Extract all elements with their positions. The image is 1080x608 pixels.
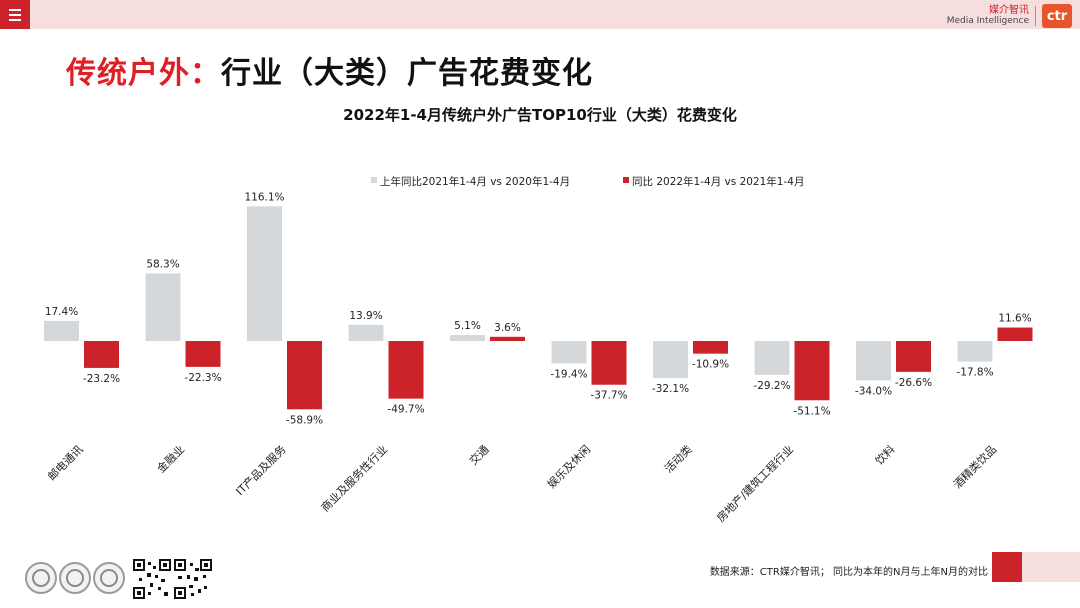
qr-code-icon <box>174 559 212 599</box>
data-label-prev-9: -17.8% <box>956 367 993 379</box>
bar-prev-8 <box>856 341 891 381</box>
menu-button[interactable] <box>0 0 30 29</box>
bar-prev-5 <box>551 341 587 364</box>
logo-cn: 媒介智讯 <box>989 5 1029 16</box>
bar-prev-0 <box>44 320 79 341</box>
header-band <box>0 0 1080 29</box>
legend-swatch-prev <box>371 177 377 183</box>
bar-curr-2 <box>287 341 322 410</box>
bar-curr-7 <box>794 341 830 401</box>
data-label-curr-5: -37.7% <box>590 390 627 402</box>
data-label-prev-8: -34.0% <box>855 385 892 397</box>
chart-bars <box>44 206 1033 410</box>
category-label-6: 活动类 <box>661 442 694 475</box>
data-label-curr-6: -10.9% <box>692 359 729 371</box>
data-label-prev-2: 116.1% <box>244 191 284 203</box>
page-title-prefix: 传统户外： <box>66 56 221 91</box>
bar-prev-2 <box>247 206 282 341</box>
bar-curr-3 <box>388 341 424 399</box>
chart-data-labels: 17.4% -23.2% 58.3% -22.3% 116.1% -58.9% 13.9% -… <box>45 191 1032 426</box>
category-label-0: 邮电通讯 <box>45 443 85 483</box>
legend-label-prev: 上年同比2021年1-4月 vs 2020年1-4月 <box>380 175 570 188</box>
bar-prev-1 <box>145 273 181 341</box>
bar-curr-4 <box>490 336 525 341</box>
menu-icon-line <box>9 13 21 16</box>
bar-prev-9 <box>957 341 993 362</box>
bar-curr-0 <box>84 341 119 368</box>
data-label-curr-0: -23.2% <box>83 373 120 385</box>
data-label-prev-5: -19.4% <box>550 369 587 381</box>
data-label-prev-7: -29.2% <box>753 380 790 392</box>
logo-text: 媒介智讯 Media Intelligence <box>947 5 1029 27</box>
data-label-curr-4: 3.6% <box>494 322 521 334</box>
bar-curr-6 <box>693 341 728 354</box>
menu-icon-line <box>9 18 21 21</box>
category-label-3: 商业及服务性行业 <box>318 442 390 514</box>
bar-curr-1 <box>185 341 221 367</box>
bar-curr-8 <box>896 341 931 372</box>
data-label-curr-7: -51.1% <box>793 405 830 417</box>
bar-prev-6 <box>653 341 688 379</box>
category-label-1: 金融业 <box>154 442 187 475</box>
data-label-curr-8: -26.6% <box>895 377 932 389</box>
category-label-5: 娱乐及休闲 <box>544 442 593 491</box>
bar-prev-7 <box>754 341 790 375</box>
data-label-prev-0: 17.4% <box>45 306 78 318</box>
data-label-curr-2: -58.9% <box>286 414 323 426</box>
footer-accent <box>992 552 1022 582</box>
chart-title: 2022年1-4月传统户外广告TOP10行业（大类）花费变化 <box>343 106 737 124</box>
category-label-2: IT产品及服务 <box>233 442 289 498</box>
data-label-prev-4: 5.1% <box>454 320 481 332</box>
ctr-logo-mark: ctr <box>1042 4 1072 28</box>
menu-icon-line <box>9 8 21 11</box>
data-label-prev-3: 13.9% <box>349 310 382 322</box>
category-label-4: 交通 <box>466 442 491 467</box>
page-title-main: 行业（大类）广告花费变化 <box>221 56 593 91</box>
bar-curr-5 <box>591 341 627 385</box>
legend-swatch-curr <box>623 177 629 183</box>
logo-en: Media Intelligence <box>946 16 1029 26</box>
bar-prev-4 <box>450 335 485 341</box>
chart-category-labels: 邮电通讯 金融业 IT产品及服务 商业及服务性行业 交通 娱乐及休闲 活动类 房地产/建筑工程… <box>45 442 999 525</box>
logo-divider <box>1035 6 1036 26</box>
ctr-logo: 媒介智讯 Media Intelligence ctr <box>947 3 1072 29</box>
sgs-badge-icon <box>59 562 91 594</box>
data-label-curr-3: -49.7% <box>387 404 424 416</box>
page-title: 传统户外：行业（大类）广告花费变化 <box>66 48 593 92</box>
bar-prev-3 <box>348 324 384 341</box>
sgs-badge-icon <box>93 562 125 594</box>
data-label-prev-6: -32.1% <box>652 383 689 395</box>
bar-chart: 2022年1-4月传统户外广告TOP10行业（大类）花费变化 上年同比2021年… <box>44 106 1033 525</box>
certification-badges <box>25 562 125 594</box>
data-label-curr-1: -22.3% <box>184 372 221 384</box>
data-label-curr-9: 11.6% <box>998 313 1031 325</box>
chart-legend: 上年同比2021年1-4月 vs 2020年1-4月 同比 2022年1-4月 … <box>371 175 804 188</box>
sgs-badge-icon <box>25 562 57 594</box>
legend-label-curr: 同比 2022年1-4月 vs 2021年1-4月 <box>632 175 804 188</box>
category-label-7: 房地产/建筑工程行业 <box>714 442 797 525</box>
category-label-8: 饮料 <box>872 442 897 467</box>
data-source-note: 数据来源：CTR媒介智讯； 同比为本年的N月与上年N月的对比 <box>709 567 988 578</box>
bar-curr-9 <box>997 327 1033 341</box>
category-label-9: 酒精类饮品 <box>950 442 999 491</box>
data-label-prev-1: 58.3% <box>146 258 179 270</box>
qr-code-icon <box>133 559 171 599</box>
